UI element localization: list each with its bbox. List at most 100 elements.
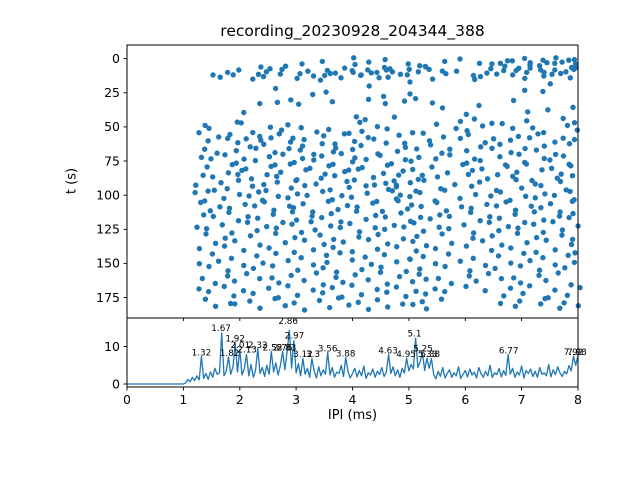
scatter-point bbox=[510, 72, 516, 78]
scatter-point bbox=[215, 258, 222, 264]
scatter-point bbox=[524, 118, 530, 124]
peak-annotation: 2.58 bbox=[263, 344, 283, 354]
scatter-point bbox=[526, 135, 533, 141]
peak-annotation: 3.56 bbox=[318, 344, 338, 354]
scatter-point bbox=[280, 219, 286, 226]
scatter-point bbox=[560, 153, 567, 159]
scatter-point bbox=[499, 120, 505, 127]
scatter-point bbox=[457, 195, 463, 202]
scatter-point bbox=[385, 241, 391, 247]
scatter-point bbox=[514, 169, 520, 175]
scatter-point bbox=[490, 136, 497, 142]
scatter-point bbox=[356, 234, 362, 240]
scatter-point bbox=[415, 69, 421, 75]
scatter-point bbox=[320, 290, 326, 296]
scatter-point bbox=[349, 67, 355, 74]
scatter-point bbox=[374, 123, 381, 130]
scatter-point bbox=[468, 205, 474, 211]
scatter-point bbox=[409, 130, 416, 136]
scatter-point bbox=[470, 255, 476, 261]
scatter-point bbox=[230, 72, 236, 78]
scatter-point bbox=[298, 229, 305, 236]
scatter-point bbox=[287, 139, 294, 145]
scatter-point bbox=[437, 212, 443, 218]
scatter-point bbox=[497, 300, 504, 307]
x-tick-label: 0 bbox=[123, 392, 131, 407]
scatter-point bbox=[258, 64, 264, 70]
scatter-point bbox=[547, 81, 553, 87]
scatter-point bbox=[434, 174, 441, 180]
scatter-point bbox=[290, 135, 296, 141]
scatter-point bbox=[231, 278, 238, 284]
scatter-point bbox=[291, 249, 297, 255]
scatter-point bbox=[256, 189, 262, 195]
scatter-point bbox=[479, 166, 485, 172]
scatter-point bbox=[304, 192, 310, 199]
y-tick-label: 100 bbox=[96, 187, 120, 202]
scatter-point bbox=[489, 61, 495, 67]
scatter-point bbox=[477, 157, 483, 164]
scatter-point bbox=[432, 286, 438, 292]
scatter-point bbox=[517, 298, 523, 304]
peak-annotation: 2.83 bbox=[277, 344, 297, 354]
scatter-point bbox=[378, 264, 384, 270]
scatter-point bbox=[419, 172, 425, 178]
peak-annotation: 5.25 bbox=[413, 344, 433, 354]
scatter-point bbox=[523, 193, 529, 199]
scatter-point bbox=[556, 213, 563, 219]
scatter-point bbox=[349, 282, 355, 288]
scatter-point bbox=[405, 61, 411, 67]
scatter-point bbox=[352, 272, 358, 278]
scatter-point bbox=[393, 184, 400, 190]
scatter-point bbox=[471, 116, 478, 122]
scatter-point bbox=[404, 72, 410, 78]
scatter-point bbox=[271, 207, 277, 213]
scatter-point bbox=[432, 261, 439, 267]
scatter-point bbox=[333, 269, 340, 275]
scatter-point bbox=[231, 293, 237, 299]
scatter-point bbox=[241, 109, 247, 116]
scatter-point bbox=[384, 126, 390, 132]
scatter-point bbox=[275, 193, 281, 199]
scatter-point bbox=[206, 125, 212, 131]
scatter-point bbox=[254, 227, 260, 234]
scatter-point bbox=[285, 195, 291, 201]
scatter-point bbox=[512, 207, 519, 213]
scatter-point bbox=[352, 61, 358, 68]
scatter-point bbox=[413, 288, 419, 294]
scatter-point bbox=[316, 297, 323, 304]
scatter-point bbox=[311, 151, 317, 158]
scatter-point bbox=[355, 299, 361, 305]
scatter-point bbox=[319, 141, 325, 147]
scatter-point bbox=[221, 195, 227, 202]
scatter-point bbox=[303, 167, 309, 173]
scatter-point bbox=[257, 100, 263, 107]
scatter-point bbox=[512, 303, 519, 309]
scatter-point bbox=[493, 203, 500, 209]
scatter-point bbox=[517, 263, 524, 269]
scatter-point bbox=[567, 188, 573, 195]
scatter-point bbox=[301, 136, 307, 143]
scatter-point bbox=[203, 226, 210, 232]
scatter-point bbox=[533, 147, 540, 153]
scatter-point bbox=[476, 60, 483, 66]
scatter-point bbox=[333, 274, 339, 280]
scatter-point bbox=[328, 223, 334, 229]
scatter-point bbox=[244, 270, 250, 277]
scatter-point bbox=[219, 222, 225, 228]
scatter-point bbox=[520, 290, 526, 297]
scatter-point bbox=[352, 155, 358, 161]
scatter-point bbox=[296, 101, 302, 107]
scatter-point bbox=[478, 144, 484, 150]
scatter-point bbox=[374, 297, 381, 303]
scatter-point bbox=[212, 240, 219, 246]
scatter-point bbox=[193, 182, 199, 188]
scatter-point bbox=[199, 275, 205, 282]
scatter-point bbox=[278, 169, 284, 175]
scatter-point bbox=[516, 151, 522, 157]
scatter-point bbox=[248, 176, 255, 182]
scatter-point bbox=[365, 306, 372, 313]
scatter-point bbox=[277, 71, 283, 77]
scatter-point bbox=[389, 69, 396, 75]
scatter-point bbox=[494, 172, 501, 178]
